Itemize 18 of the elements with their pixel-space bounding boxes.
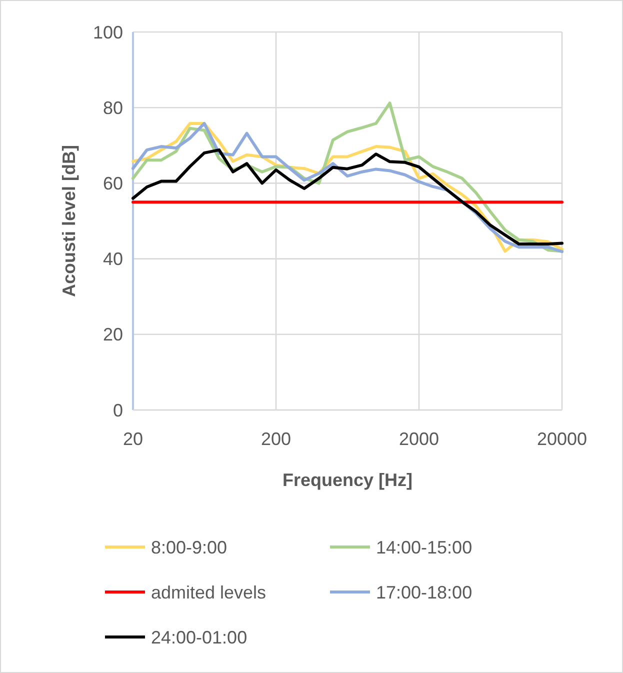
y-tick-label: 20 xyxy=(102,324,123,345)
legend-label: admited levels xyxy=(151,582,266,602)
legend-label: 24:00-01:00 xyxy=(151,627,248,648)
y-tick-label: 80 xyxy=(102,98,123,118)
legend-label: 8:00-9:00 xyxy=(151,537,228,558)
y-axis-title: Acousti level [dB] xyxy=(59,144,79,298)
y-tick-label: 40 xyxy=(102,249,123,270)
y-tick-label: 0 xyxy=(112,400,123,420)
x-tick-label: 2000 xyxy=(398,429,440,449)
x-axis-title: Frequency [Hz] xyxy=(282,470,413,490)
x-tick-label: 20000 xyxy=(536,429,588,449)
legend-label: 17:00-18:00 xyxy=(376,582,472,602)
legend-label: 14:00-15:00 xyxy=(376,537,472,558)
x-tick-label: 200 xyxy=(260,429,292,449)
line-series xyxy=(132,148,564,246)
y-tick-label: 100 xyxy=(92,22,123,42)
x-tick-label: 20 xyxy=(122,429,144,449)
y-tick-label: 60 xyxy=(102,174,123,194)
